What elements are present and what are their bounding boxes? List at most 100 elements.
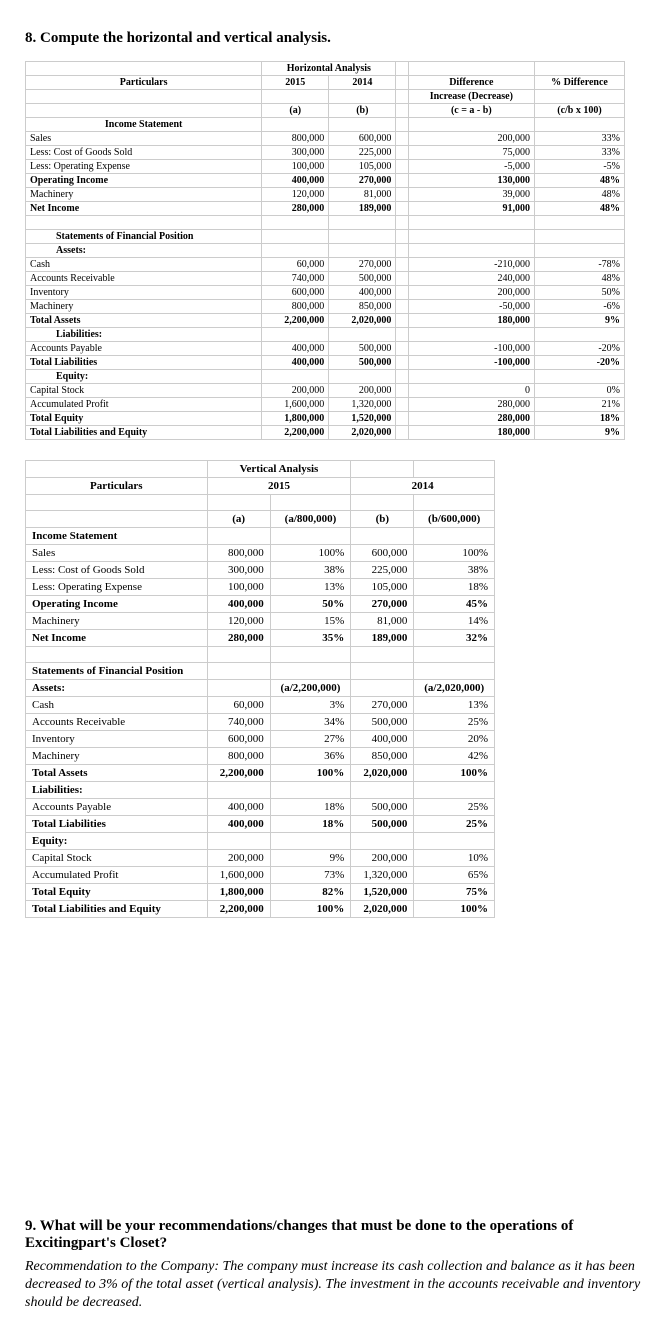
row-p: 48% bbox=[534, 174, 624, 188]
row-a: 740,000 bbox=[262, 272, 329, 286]
h-cab: (c = a - b) bbox=[408, 104, 534, 118]
row-label: Total Liabilities and Equity bbox=[26, 901, 208, 918]
table-row: Cash60,0003%270,00013% bbox=[26, 697, 495, 714]
row-p: 21% bbox=[534, 398, 624, 412]
row-label: Operating Income bbox=[26, 596, 208, 613]
table-row: Total Liabilities and Equity2,200,0002,0… bbox=[26, 426, 625, 440]
h-b: (b) bbox=[329, 104, 396, 118]
row-b: 1,520,000 bbox=[351, 884, 414, 901]
v-a800: (a/800,000) bbox=[270, 511, 351, 528]
v-sfp-section: Statements of Financial Position bbox=[26, 663, 208, 680]
row-label: Sales bbox=[26, 545, 208, 562]
row-b: 500,000 bbox=[351, 816, 414, 833]
row-p: -20% bbox=[534, 356, 624, 370]
horizontal-table: Horizontal Analysis Particulars 2015 201… bbox=[25, 61, 625, 440]
row-b: 270,000 bbox=[351, 697, 414, 714]
row-bp: 10% bbox=[414, 850, 495, 867]
row-b: 2,020,000 bbox=[329, 426, 396, 440]
row-c: 91,000 bbox=[408, 202, 534, 216]
row-ap: 35% bbox=[270, 630, 351, 647]
row-b: 2,020,000 bbox=[351, 901, 414, 918]
row-label: Total Liabilities bbox=[26, 816, 208, 833]
table-row: Accumulated Profit1,600,00073%1,320,0006… bbox=[26, 867, 495, 884]
row-bp: 45% bbox=[414, 596, 495, 613]
row-label: Inventory bbox=[26, 286, 262, 300]
table-row: Total Liabilities and Equity2,200,000100… bbox=[26, 901, 495, 918]
row-p: 0% bbox=[534, 384, 624, 398]
row-c: 180,000 bbox=[408, 314, 534, 328]
table-row: Less: Operating Expense100,000105,000-5,… bbox=[26, 160, 625, 174]
table-row: Total Equity1,800,0001,520,000280,00018% bbox=[26, 412, 625, 426]
row-label: Accounts Receivable bbox=[26, 714, 208, 731]
table-row: Operating Income400,00050%270,00045% bbox=[26, 596, 495, 613]
table-row: Inventory600,00027%400,00020% bbox=[26, 731, 495, 748]
row-label: Machinery bbox=[26, 613, 208, 630]
row-a: 800,000 bbox=[262, 300, 329, 314]
row-b: 200,000 bbox=[351, 850, 414, 867]
row-bp: 38% bbox=[414, 562, 495, 579]
row-label: Machinery bbox=[26, 748, 208, 765]
h-header-row-1: Horizontal Analysis bbox=[26, 62, 625, 76]
row-bp: 14% bbox=[414, 613, 495, 630]
table-row: Accounts Receivable740,00034%500,00025% bbox=[26, 714, 495, 731]
table-row: Accumulated Profit1,600,0001,320,000280,… bbox=[26, 398, 625, 412]
row-b: 600,000 bbox=[329, 132, 396, 146]
row-a: 280,000 bbox=[207, 630, 270, 647]
row-p: 33% bbox=[534, 132, 624, 146]
row-c: -100,000 bbox=[408, 342, 534, 356]
row-p: 9% bbox=[534, 426, 624, 440]
row-b: 850,000 bbox=[329, 300, 396, 314]
row-bp: 25% bbox=[414, 816, 495, 833]
row-a: 1,600,000 bbox=[207, 867, 270, 884]
row-p: 50% bbox=[534, 286, 624, 300]
row-p: 48% bbox=[534, 188, 624, 202]
row-b: 270,000 bbox=[329, 174, 396, 188]
row-c: -50,000 bbox=[408, 300, 534, 314]
row-label: Machinery bbox=[26, 188, 262, 202]
row-b: 81,000 bbox=[351, 613, 414, 630]
row-ap: 34% bbox=[270, 714, 351, 731]
table-row: Less: Operating Expense100,00013%105,000… bbox=[26, 579, 495, 596]
row-p: -78% bbox=[534, 258, 624, 272]
row-a: 800,000 bbox=[207, 748, 270, 765]
row-bp: 42% bbox=[414, 748, 495, 765]
row-a: 200,000 bbox=[207, 850, 270, 867]
h-equity-section: Equity: bbox=[26, 370, 262, 384]
row-label: Less: Operating Expense bbox=[26, 160, 262, 174]
row-b: 400,000 bbox=[329, 286, 396, 300]
row-c: 39,000 bbox=[408, 188, 534, 202]
row-b: 1,320,000 bbox=[329, 398, 396, 412]
row-a: 300,000 bbox=[207, 562, 270, 579]
row-label: Less: Operating Expense bbox=[26, 579, 208, 596]
v-liab-section: Liabilities: bbox=[26, 782, 208, 799]
v-assets-section: Assets: bbox=[26, 680, 208, 697]
row-p: -20% bbox=[534, 342, 624, 356]
row-p: 33% bbox=[534, 146, 624, 160]
row-bp: 25% bbox=[414, 714, 495, 731]
row-b: 500,000 bbox=[329, 342, 396, 356]
row-b: 1,320,000 bbox=[351, 867, 414, 884]
row-a: 120,000 bbox=[207, 613, 270, 630]
row-bp: 20% bbox=[414, 731, 495, 748]
table-row: Total Assets2,200,000100%2,020,000100% bbox=[26, 765, 495, 782]
row-b: 105,000 bbox=[351, 579, 414, 596]
v-b600: (b/600,000) bbox=[414, 511, 495, 528]
row-ap: 27% bbox=[270, 731, 351, 748]
row-bp: 100% bbox=[414, 545, 495, 562]
v-equity-section: Equity: bbox=[26, 833, 208, 850]
row-bp: 100% bbox=[414, 765, 495, 782]
row-ap: 9% bbox=[270, 850, 351, 867]
row-label: Net Income bbox=[26, 630, 208, 647]
v-income-section: Income Statement bbox=[26, 528, 208, 545]
row-a: 1,600,000 bbox=[262, 398, 329, 412]
row-label: Sales bbox=[26, 132, 262, 146]
table-row: Operating Income400,000270,000130,00048% bbox=[26, 174, 625, 188]
row-c: 75,000 bbox=[408, 146, 534, 160]
row-bp: 65% bbox=[414, 867, 495, 884]
row-a: 60,000 bbox=[207, 697, 270, 714]
row-a: 400,000 bbox=[262, 174, 329, 188]
row-a: 100,000 bbox=[207, 579, 270, 596]
row-label: Capital Stock bbox=[26, 384, 262, 398]
row-b: 2,020,000 bbox=[329, 314, 396, 328]
row-label: Accounts Payable bbox=[26, 799, 208, 816]
